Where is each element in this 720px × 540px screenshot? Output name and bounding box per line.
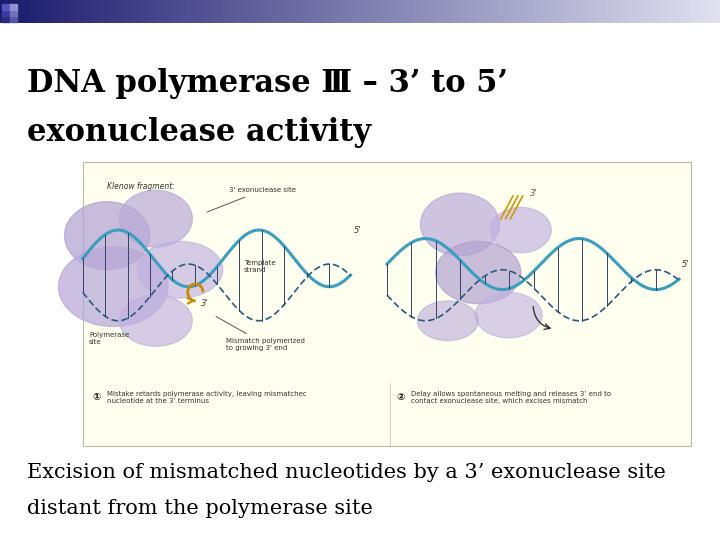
Text: Delay allows spontaneous melting and releases 3’ end to
contact exonuclease site: Delay allows spontaneous melting and rel… [411,390,611,404]
Text: 3': 3' [202,299,209,308]
Bar [2,10,9,16]
Ellipse shape [490,207,552,253]
Ellipse shape [420,193,500,255]
Text: exonuclease activity: exonuclease activity [27,117,372,148]
Bar [2,4,9,10]
Text: 5': 5' [354,226,361,234]
Ellipse shape [65,202,150,270]
Text: Polymerase
site: Polymerase site [89,332,129,345]
Bar [10,16,17,22]
Text: DNA polymerase Ⅲ – 3’ to 5’: DNA polymerase Ⅲ – 3’ to 5’ [27,68,508,99]
Text: distant from the polymerase site: distant from the polymerase site [27,499,373,518]
Ellipse shape [138,241,222,298]
Text: 3': 3' [530,188,538,198]
Bar [10,10,17,16]
Text: Template
strand: Template strand [244,260,276,273]
Text: 5': 5' [682,260,690,268]
Ellipse shape [58,247,168,326]
Text: ①: ① [92,392,100,402]
Text: Excision of mismatched nucleotides by a 3’ exonuclease site: Excision of mismatched nucleotides by a … [27,463,666,482]
Text: ②: ② [396,392,405,402]
Bar [2,16,9,22]
Text: Mismatch polymerized
to growing 3' end: Mismatch polymerized to growing 3' end [216,316,305,351]
Text: Mistake retards polymerase activity, leaving mismatchec
nucleotide at the 3’ ter: Mistake retards polymerase activity, lea… [107,390,307,404]
Text: Klenow fragment:: Klenow fragment: [107,182,175,191]
Text: 3' exonuclease site: 3' exonuclease site [207,187,296,212]
Ellipse shape [475,293,542,338]
Bar [10,4,17,10]
Ellipse shape [120,191,192,247]
Ellipse shape [436,241,521,304]
FancyBboxPatch shape [83,162,691,445]
Ellipse shape [120,295,192,346]
Ellipse shape [418,301,478,341]
